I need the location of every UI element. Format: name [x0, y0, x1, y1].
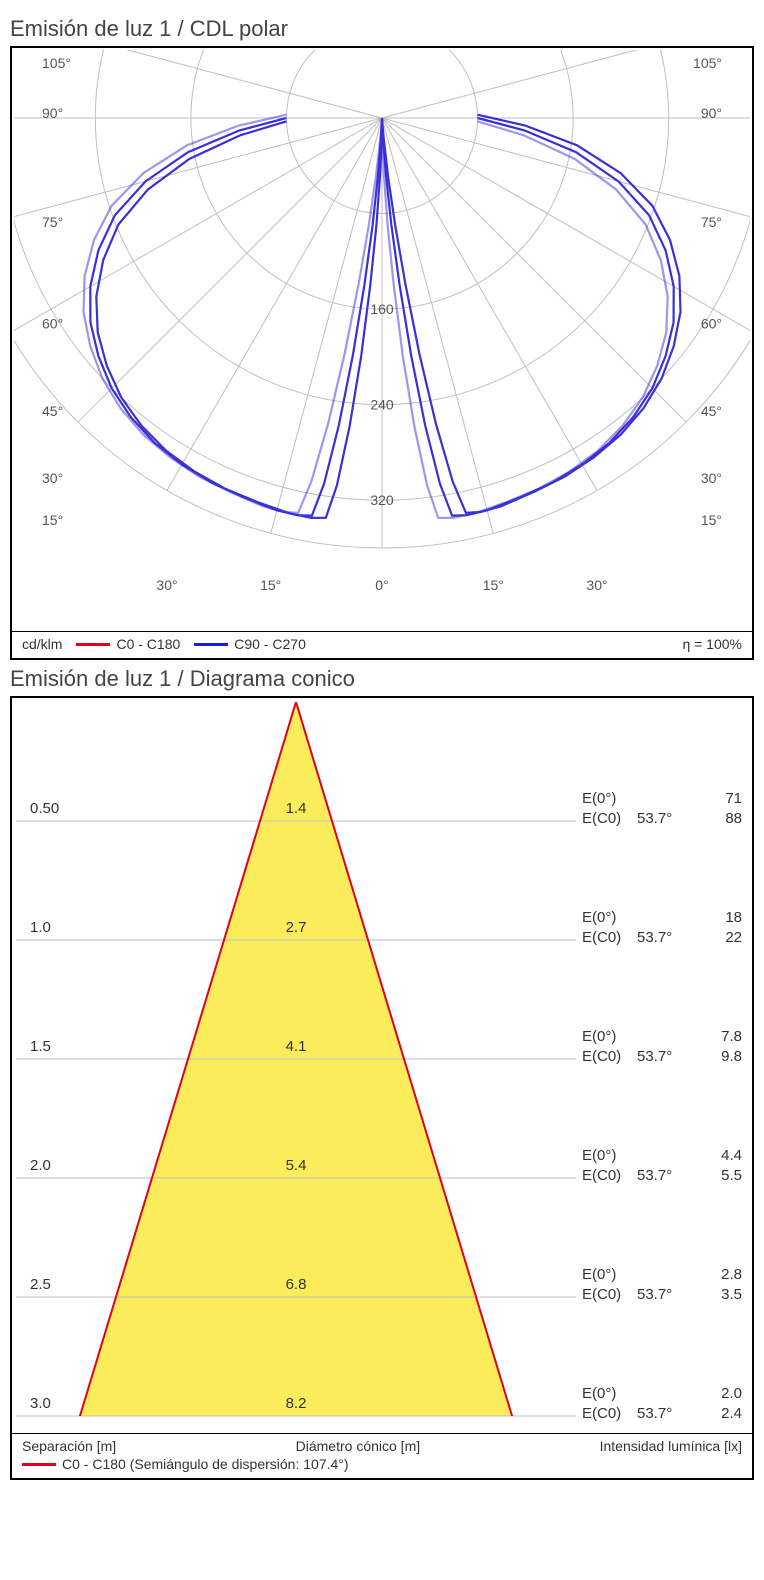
polar-svg: 160 240 320 105° 105° 90° 90° 75° 75° 60° 60° 45° 45…: [12, 48, 752, 608]
svg-text:22: 22: [725, 929, 742, 946]
svg-text:E(C0): E(C0): [582, 1167, 621, 1184]
svg-text:E(C0): E(C0): [582, 1048, 621, 1065]
svg-text:75°: 75°: [701, 214, 722, 230]
svg-text:320: 320: [370, 492, 394, 508]
svg-text:E(0°): E(0°): [582, 1028, 616, 1045]
polar-chart-title: Emisión de luz 1 / CDL polar: [10, 16, 754, 42]
svg-text:1.4: 1.4: [286, 800, 307, 817]
svg-text:60°: 60°: [701, 316, 722, 332]
cone-svg: 0.50 1.4 E(0°) 71 E(C0) 53.7° 88 1.0 2.7 E(0°) 18 E…: [12, 698, 752, 1426]
svg-text:45°: 45°: [42, 403, 63, 419]
svg-text:15°: 15°: [42, 512, 63, 528]
svg-text:E(0°): E(0°): [582, 790, 616, 807]
svg-text:E(C0): E(C0): [582, 929, 621, 946]
polar-unit-label: cd/klm: [22, 636, 62, 652]
svg-text:240: 240: [370, 397, 394, 413]
svg-text:15°: 15°: [483, 577, 504, 593]
svg-text:45°: 45°: [701, 403, 722, 419]
polar-legend: cd/klm C0 - C180 C90 - C270 η = 100%: [12, 631, 752, 658]
svg-text:4.1: 4.1: [286, 1038, 307, 1055]
svg-text:105°: 105°: [693, 55, 722, 71]
svg-text:15°: 15°: [701, 512, 722, 528]
svg-text:2.8: 2.8: [721, 1266, 742, 1283]
cone-legend: Separación [m] Diámetro cónico [m] Inten…: [12, 1433, 752, 1478]
svg-text:2.7: 2.7: [286, 919, 307, 936]
polar-legend-label-c90: C90 - C270: [234, 636, 306, 652]
svg-text:60°: 60°: [42, 316, 63, 332]
svg-text:5.4: 5.4: [286, 1157, 307, 1174]
cone-int-label: Intensidad lumínica [lx]: [600, 1438, 742, 1454]
svg-text:53.7°: 53.7°: [637, 1286, 672, 1303]
svg-text:E(0°): E(0°): [582, 1266, 616, 1283]
cone-series-label: C0 - C180 (Semiángulo de dispersión: 107…: [62, 1456, 349, 1472]
cone-dia-label: Diámetro cónico [m]: [296, 1438, 420, 1454]
svg-text:2.0: 2.0: [721, 1385, 742, 1402]
svg-text:2.0: 2.0: [30, 1157, 51, 1174]
svg-text:30°: 30°: [156, 577, 177, 593]
polar-legend-label-c0: C0 - C180: [116, 636, 180, 652]
svg-text:E(C0): E(C0): [582, 810, 621, 827]
svg-text:2.4: 2.4: [721, 1405, 742, 1422]
svg-text:90°: 90°: [42, 105, 63, 121]
svg-text:18: 18: [725, 909, 742, 926]
svg-text:6.8: 6.8: [286, 1276, 307, 1293]
svg-text:E(C0): E(C0): [582, 1405, 621, 1422]
cone-swatch: [22, 1463, 56, 1466]
svg-text:E(0°): E(0°): [582, 1147, 616, 1164]
svg-text:88: 88: [725, 810, 742, 827]
polar-efficiency: η = 100%: [682, 636, 742, 652]
svg-text:E(C0): E(C0): [582, 1286, 621, 1303]
svg-text:4.4: 4.4: [721, 1147, 742, 1164]
cone-chart-title: Emisión de luz 1 / Diagrama conico: [10, 666, 754, 692]
svg-text:2.5: 2.5: [30, 1276, 51, 1293]
svg-text:8.2: 8.2: [286, 1395, 307, 1412]
svg-text:9.8: 9.8: [721, 1048, 742, 1065]
svg-text:15°: 15°: [260, 577, 281, 593]
svg-text:53.7°: 53.7°: [637, 1048, 672, 1065]
svg-text:90°: 90°: [701, 105, 722, 121]
svg-text:53.7°: 53.7°: [637, 810, 672, 827]
svg-text:30°: 30°: [586, 577, 607, 593]
svg-text:1.5: 1.5: [30, 1038, 51, 1055]
svg-text:7.8: 7.8: [721, 1028, 742, 1045]
svg-text:3.0: 3.0: [30, 1395, 51, 1412]
cone-chart: 0.50 1.4 E(0°) 71 E(C0) 53.7° 88 1.0 2.7 E(0°) 18 E…: [10, 696, 754, 1480]
polar-legend-item-c0: C0 - C180: [76, 636, 180, 652]
svg-text:53.7°: 53.7°: [637, 929, 672, 946]
svg-text:E(0°): E(0°): [582, 909, 616, 926]
svg-text:71: 71: [725, 790, 742, 807]
svg-text:30°: 30°: [42, 470, 63, 486]
svg-text:5.5: 5.5: [721, 1167, 742, 1184]
svg-text:30°: 30°: [701, 470, 722, 486]
polar-chart: 160 240 320 105° 105° 90° 90° 75° 75° 60° 60° 45° 45…: [10, 46, 754, 660]
svg-text:53.7°: 53.7°: [637, 1167, 672, 1184]
svg-text:53.7°: 53.7°: [637, 1405, 672, 1422]
svg-text:0°: 0°: [375, 577, 388, 593]
svg-text:105°: 105°: [42, 55, 71, 71]
cone-sep-label: Separación [m]: [22, 1438, 116, 1454]
svg-text:3.5: 3.5: [721, 1286, 742, 1303]
polar-legend-item-c90: C90 - C270: [194, 636, 306, 652]
svg-text:E(0°): E(0°): [582, 1385, 616, 1402]
svg-text:1.0: 1.0: [30, 919, 51, 936]
polar-swatch-c90: [194, 643, 228, 646]
svg-text:160: 160: [370, 301, 394, 317]
svg-text:0.50: 0.50: [30, 800, 59, 817]
polar-swatch-c0: [76, 643, 110, 646]
svg-text:75°: 75°: [42, 214, 63, 230]
